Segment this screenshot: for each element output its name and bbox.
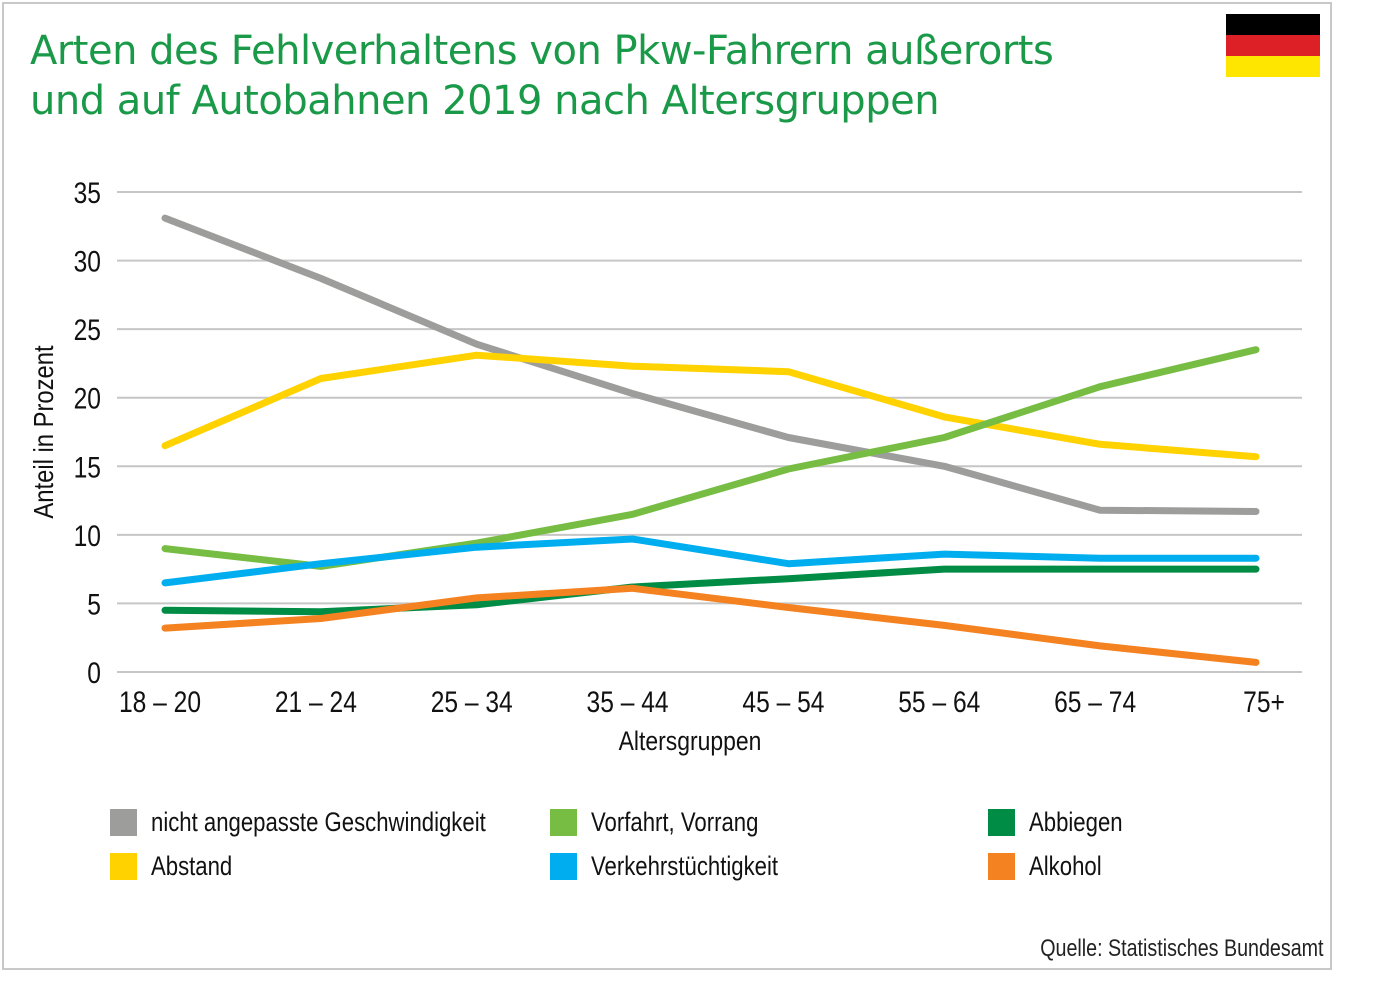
chart-legend: nicht angepasste Geschwindigkeit Vorfahr… bbox=[110, 800, 1310, 900]
legend-item-abbiegen: Abbiegen bbox=[988, 802, 1143, 842]
source-note: Quelle: Statistisches Bundesamt bbox=[1040, 935, 1324, 962]
flag-stripe-gold bbox=[1226, 56, 1320, 77]
y-tick-label: 0 bbox=[87, 656, 101, 690]
legend-label: Alkohol bbox=[1029, 850, 1102, 881]
series-lines bbox=[161, 214, 1260, 666]
german-flag-icon bbox=[1226, 14, 1320, 77]
chart-title-line-1: Arten des Fehlverhaltens von Pkw-Fahrern… bbox=[30, 28, 1054, 74]
legend-swatch bbox=[110, 808, 137, 836]
legend-swatch bbox=[988, 852, 1015, 880]
legend-swatch bbox=[550, 808, 577, 836]
series-line bbox=[161, 584, 1260, 666]
legend-label: Vorfahrt, Vorrang bbox=[591, 806, 759, 837]
legend-item-verkehrstuechtigkeit: Verkehrstüchtigkeit bbox=[550, 846, 819, 886]
chart-title: Arten des Fehlverhaltens von Pkw-Fahrern… bbox=[30, 26, 1180, 126]
y-tick-label: 30 bbox=[74, 244, 101, 278]
legend-item-abstand: Abstand bbox=[110, 846, 250, 886]
x-tick-label: 55 – 64 bbox=[898, 685, 980, 719]
legend-swatch bbox=[988, 808, 1015, 836]
chart-frame bbox=[2, 2, 1332, 970]
y-tick-label: 15 bbox=[74, 450, 101, 484]
y-tick-label: 10 bbox=[74, 519, 101, 553]
x-tick-label: 45 – 54 bbox=[742, 685, 824, 719]
x-tick-label: 35 – 44 bbox=[587, 685, 669, 719]
series-line bbox=[161, 535, 1260, 587]
x-tick-label: 21 – 24 bbox=[275, 685, 357, 719]
series-line bbox=[161, 214, 1260, 515]
grid-lines bbox=[117, 191, 1302, 673]
y-axis-label: Anteil in Prozent bbox=[27, 345, 59, 519]
chart-title-line-2: und auf Autobahnen 2019 nach Altersgrupp… bbox=[30, 78, 940, 124]
x-tick-label: 18 – 20 bbox=[119, 685, 201, 719]
x-tick-label: 75+ bbox=[1243, 685, 1285, 719]
legend-label: nicht angepasste Geschwindigkeit bbox=[151, 806, 486, 837]
legend-swatch bbox=[110, 852, 137, 880]
y-tick-label: 25 bbox=[74, 313, 101, 347]
y-axis-ticks: 0 5 10 15 20 25 30 35 bbox=[74, 176, 101, 690]
x-tick-label: 65 – 74 bbox=[1054, 685, 1136, 719]
flag-stripe-black bbox=[1226, 14, 1320, 35]
legend-label: Abbiegen bbox=[1029, 806, 1123, 837]
legend-item-geschwindigkeit: nicht angepasste Geschwindigkeit bbox=[110, 802, 559, 842]
x-tick-label: 25 – 34 bbox=[431, 685, 513, 719]
line-chart: 0 5 10 15 20 25 30 35 18 – 20 21 – 24 25 – 34 35 –… bbox=[27, 176, 1302, 756]
y-tick-label: 20 bbox=[74, 381, 101, 415]
x-axis-ticks: 18 – 20 21 – 24 25 – 34 35 – 44 45 – 54 55 – … bbox=[119, 685, 1285, 719]
legend-label: Abstand bbox=[151, 850, 233, 881]
series-line bbox=[161, 565, 1260, 616]
flag-stripe-red bbox=[1226, 35, 1320, 56]
legend-item-vorfahrt: Vorfahrt, Vorrang bbox=[550, 802, 795, 842]
legend-item-alkohol: Alkohol bbox=[988, 846, 1118, 886]
legend-swatch bbox=[550, 852, 577, 880]
y-tick-label: 35 bbox=[74, 176, 101, 210]
series-line bbox=[161, 351, 1260, 461]
legend-label: Verkehrstüchtigkeit bbox=[591, 850, 779, 881]
y-tick-label: 5 bbox=[87, 587, 101, 621]
x-axis-label: Altersgruppen bbox=[619, 726, 762, 756]
